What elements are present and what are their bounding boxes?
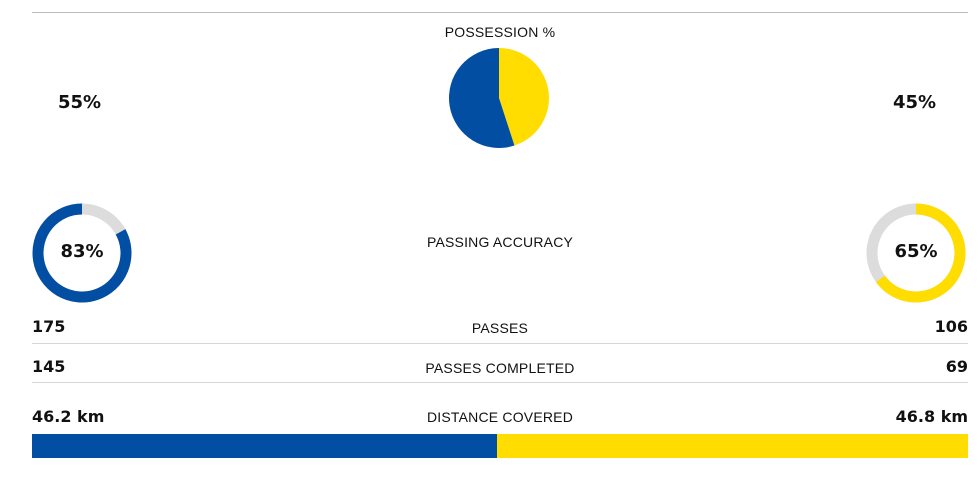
distance-covered-label: DISTANCE COVERED	[426, 409, 574, 425]
away-accuracy-arc	[875, 203, 966, 303]
away-passes-completed-value: 69	[945, 357, 968, 376]
possession-pie-chart	[449, 48, 549, 148]
pie-slice-away	[499, 48, 549, 146]
pie-slice-home	[449, 48, 515, 148]
away-distance-bar	[497, 434, 968, 458]
home-passes-value: 175	[32, 317, 66, 336]
top-divider	[32, 12, 968, 13]
passes-divider	[32, 343, 968, 344]
passes-completed-divider	[32, 382, 968, 383]
home-accuracy-label: 83%	[60, 241, 104, 262]
away-passes-value: 106	[934, 317, 968, 336]
home-accuracy-arc	[32, 203, 132, 303]
away-accuracy-label: 65%	[894, 241, 938, 262]
home-distance-bar	[32, 434, 497, 458]
possession-title: POSSESSION %	[444, 24, 556, 40]
away-distance-value: 46.8 km	[895, 407, 968, 426]
away-accuracy-donut	[866, 203, 966, 303]
home-possession-value: 55%	[58, 92, 102, 113]
away-possession-value: 45%	[893, 92, 937, 113]
passing-accuracy-title: PASSING ACCURACY	[426, 234, 574, 250]
home-passes-completed-value: 145	[32, 357, 66, 376]
home-accuracy-donut	[32, 203, 132, 303]
passes-label: PASSES	[471, 320, 529, 336]
passes-completed-label: PASSES COMPLETED	[425, 360, 575, 376]
home-distance-value: 46.2 km	[32, 407, 105, 426]
